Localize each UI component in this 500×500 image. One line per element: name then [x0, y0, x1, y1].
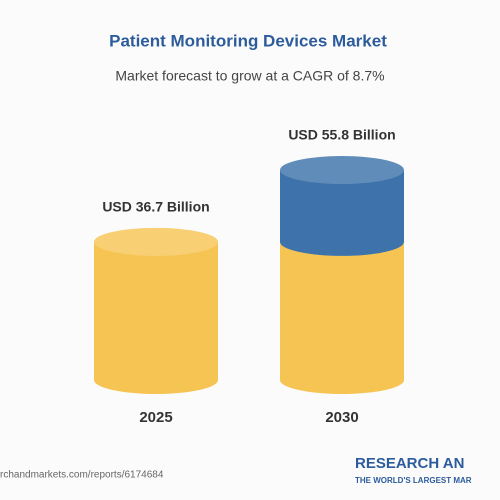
cylinder-top [94, 227, 218, 256]
cylinder-bottom [280, 227, 404, 256]
value-label: USD 55.8 Billion [288, 127, 395, 143]
cylinder-bottom [280, 366, 404, 394]
cylinder-body [280, 241, 404, 380]
cylinder-bottom [94, 366, 218, 394]
chart-subtitle: Market forecast to grow at a CAGR of 8.7… [115, 68, 384, 84]
cylinder-body [94, 241, 218, 380]
x-tick-label: 2030 [325, 409, 358, 426]
logo-tagline: THE WORLD'S LARGEST MAR [355, 476, 472, 485]
chart-title: Patient Monitoring Devices Market [109, 31, 387, 50]
cylinder-top [280, 156, 404, 184]
value-label: USD 36.7 Billion [102, 199, 209, 215]
x-tick-label: 2025 [139, 409, 172, 426]
source: rchandmarkets.com/reports/6174684 [0, 470, 164, 481]
logo: RESEARCH AN [355, 455, 464, 472]
